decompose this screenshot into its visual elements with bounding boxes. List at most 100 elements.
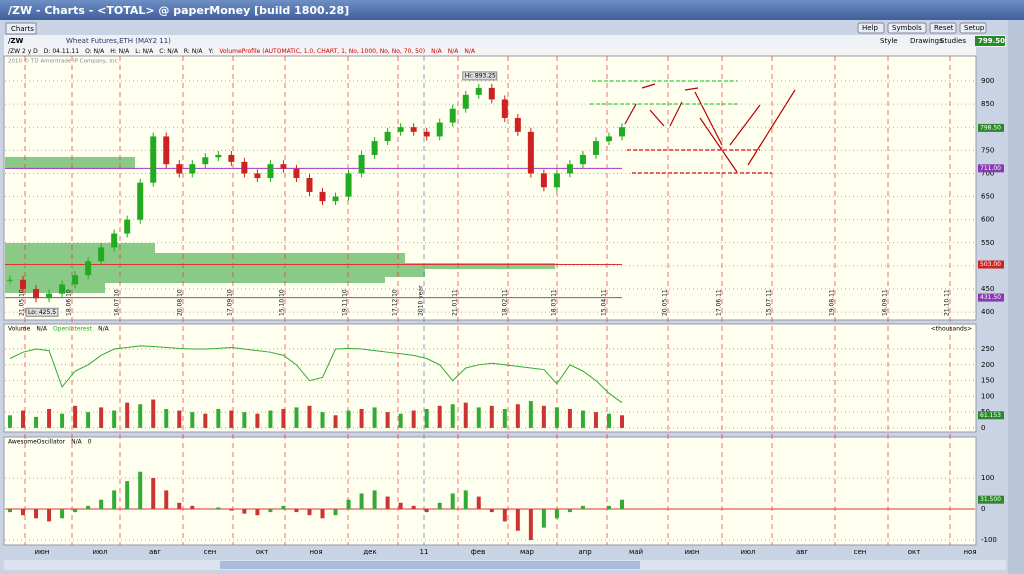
toolbar-button[interactable]: Style <box>880 37 898 45</box>
month-label: окт <box>256 548 269 556</box>
volume-bar <box>203 413 208 428</box>
window-title: /ZW - Charts - <TOTAL> @ paperMoney [bui… <box>8 4 349 17</box>
info-field: L: N/A <box>135 48 154 55</box>
volume-bar <box>528 401 533 428</box>
month-label: мар <box>520 548 535 556</box>
candle <box>436 122 443 137</box>
button[interactable] <box>857 22 885 34</box>
candle <box>319 191 326 202</box>
month-label: сен <box>204 548 217 556</box>
volume-bar <box>281 408 286 428</box>
month-label: 11 <box>420 548 429 556</box>
volume-bar <box>60 413 65 428</box>
volume-bar <box>489 405 494 428</box>
volume-bar <box>437 405 442 428</box>
date-label: 20.08.10 <box>177 289 184 316</box>
oscillator-bar <box>333 509 338 516</box>
volume-bar <box>125 402 130 428</box>
y-tick-label: 650 <box>981 193 994 201</box>
volume-bar <box>411 410 416 428</box>
volume-bar <box>333 415 338 428</box>
candle <box>553 173 560 188</box>
oscillator-bar <box>21 509 26 516</box>
oscillator-bar <box>47 509 52 522</box>
price-box-label: 431.50 <box>980 294 1001 301</box>
info-field: R: N/A <box>184 48 203 55</box>
legend-item: N/A <box>98 326 110 333</box>
date-label: 20.05.11 <box>662 289 669 316</box>
volume-bar <box>450 404 455 428</box>
volume-bar <box>268 410 273 428</box>
month-label: июн <box>34 548 49 556</box>
legend-item: AwesomeOscillator <box>8 439 66 446</box>
y-tick-label: 550 <box>981 239 994 247</box>
oscillator-bar <box>437 502 442 509</box>
volume-bar <box>242 412 247 428</box>
oscillator-bar <box>99 499 104 509</box>
last-label: 31.500 <box>980 496 1001 503</box>
toolbar-button[interactable]: Drawings <box>910 37 943 45</box>
candle <box>605 136 612 142</box>
candle <box>293 168 300 179</box>
volume-bar <box>515 404 520 428</box>
volume-bar <box>554 407 559 428</box>
oscillator-bar <box>346 499 351 509</box>
oscillator-bar <box>424 509 429 513</box>
candle <box>619 127 625 137</box>
volume-bar <box>385 412 390 428</box>
volume-bar <box>99 407 104 428</box>
month-label: авг <box>149 548 161 556</box>
oscillator-bar <box>580 505 585 509</box>
oscillator-bar <box>112 490 117 509</box>
price-box <box>978 164 1004 173</box>
info-field: C: N/A <box>159 48 179 55</box>
month-label: июн <box>684 548 699 556</box>
date-label: 17.06.11 <box>716 289 723 316</box>
candle <box>592 141 599 155</box>
volume-bar <box>112 410 117 428</box>
volume-bar <box>294 407 299 428</box>
oscillator-bar <box>268 509 273 513</box>
scroll-thumb[interactable] <box>220 561 640 569</box>
candle <box>280 164 287 169</box>
lo-label: Lo: 425.5 <box>28 309 56 316</box>
info-field: /ZW 2 y D <box>8 48 38 55</box>
date-label: 21.01.11 <box>452 289 459 316</box>
toolbar-button[interactable]: Studies <box>940 37 966 45</box>
oscillator-bar <box>164 490 169 509</box>
candle <box>215 154 222 158</box>
volume-bar <box>86 412 91 428</box>
info-field: N/A <box>431 48 443 55</box>
button[interactable] <box>929 22 957 34</box>
volume-bar <box>73 405 78 428</box>
button[interactable] <box>887 22 927 34</box>
volume-bar <box>620 415 624 428</box>
symbol: /ZW <box>8 37 24 45</box>
candle <box>527 131 534 174</box>
oscillator-bar <box>255 509 260 516</box>
candle <box>540 173 547 188</box>
oscillator-bar <box>528 509 533 541</box>
hi-label: Hi: 893.25 <box>465 72 496 79</box>
month-label: июл <box>93 548 108 556</box>
volume-bar <box>463 402 468 428</box>
volume-bar <box>476 407 481 428</box>
oscillator-bar <box>281 505 286 509</box>
volume-bar <box>502 408 507 428</box>
tab[interactable] <box>5 22 37 35</box>
oscillator-bar <box>372 490 377 509</box>
open-interest-line <box>9 345 623 404</box>
oscillator-bar <box>307 509 312 516</box>
date-label: 19.11.10 <box>342 289 349 316</box>
oscillator-bar <box>359 493 364 509</box>
oscillator-bar <box>385 496 390 509</box>
y-tick-label: -100 <box>981 536 997 544</box>
button[interactable] <box>959 22 987 34</box>
volume-bar <box>151 399 156 428</box>
date-label: 16.09.11 <box>882 289 889 316</box>
oscillator-bar <box>541 509 546 528</box>
candle <box>189 164 196 174</box>
month-label: ноя <box>309 548 322 556</box>
info-field: D: 04.11.11 <box>44 48 79 55</box>
candle <box>358 154 365 174</box>
